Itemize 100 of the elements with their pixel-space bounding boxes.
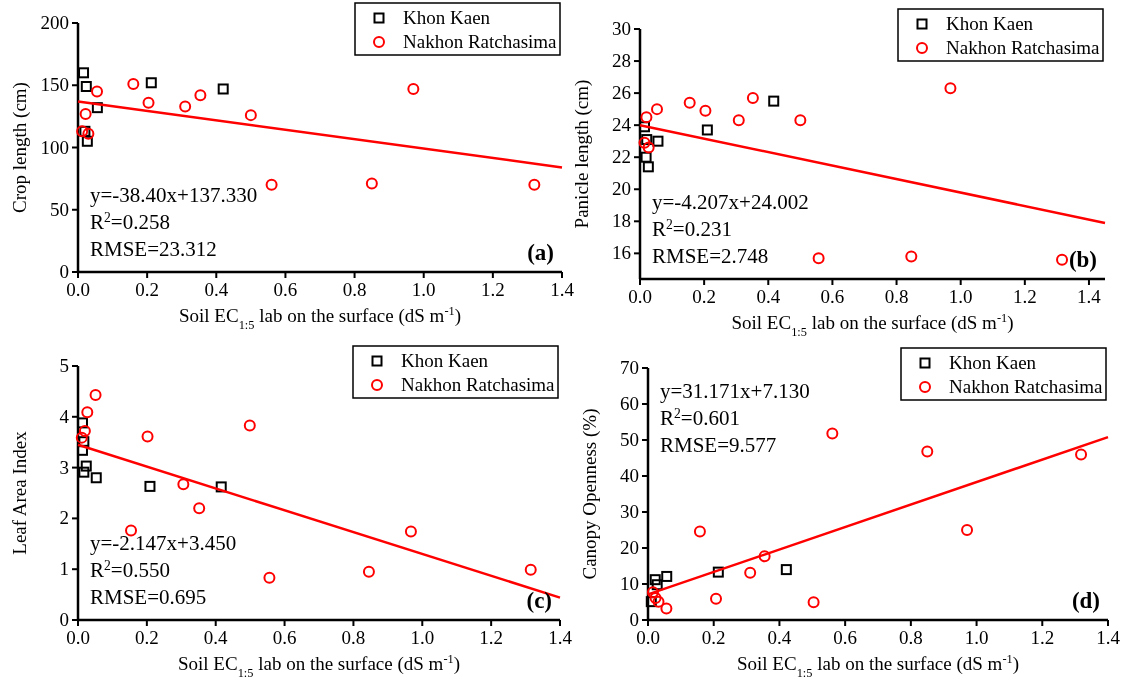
point bbox=[1075, 448, 1088, 461]
y-tick-label: 50 bbox=[620, 429, 639, 450]
point bbox=[243, 419, 256, 432]
y-tick-label: 70 bbox=[620, 357, 639, 378]
point bbox=[645, 596, 657, 608]
annotation: (b) bbox=[1068, 247, 1097, 272]
y-tick-label: 22 bbox=[612, 146, 631, 168]
point bbox=[944, 82, 957, 95]
point bbox=[91, 102, 103, 114]
point bbox=[82, 127, 95, 140]
point bbox=[91, 85, 104, 98]
point bbox=[652, 135, 664, 147]
y-tick-label: 20 bbox=[620, 537, 639, 558]
point bbox=[145, 77, 157, 89]
point bbox=[78, 67, 90, 79]
point bbox=[263, 571, 276, 584]
legend-label: Nakhon Ratchasima bbox=[403, 31, 558, 52]
point bbox=[794, 114, 807, 127]
point bbox=[76, 444, 88, 456]
point bbox=[75, 431, 88, 444]
y-tick-label: 18 bbox=[612, 210, 631, 232]
y-tick-label: 40 bbox=[620, 465, 639, 486]
point bbox=[80, 460, 92, 472]
point bbox=[699, 104, 712, 117]
point bbox=[78, 436, 90, 448]
y-axis-title: Crop length (cm) bbox=[9, 82, 31, 213]
point bbox=[81, 135, 93, 147]
x-tick-label: 1.0 bbox=[410, 627, 435, 648]
x-tick-label: 0.4 bbox=[203, 627, 229, 648]
x-tick-label: 0.2 bbox=[692, 286, 717, 307]
y-tick-label: 60 bbox=[620, 393, 639, 414]
annotation: (c) bbox=[526, 588, 552, 613]
point bbox=[265, 178, 278, 191]
y-tick-label: 100 bbox=[40, 136, 69, 158]
x-tick-label: 0.0 bbox=[636, 627, 660, 648]
point bbox=[780, 564, 792, 576]
y-tick-label: 10 bbox=[620, 573, 639, 594]
point bbox=[89, 388, 102, 401]
y-axis-title: Panicle length (cm) bbox=[571, 79, 593, 229]
y-tick-label: 50 bbox=[50, 198, 69, 220]
x-tick-label: 0.4 bbox=[756, 286, 781, 307]
y-tick-label: 150 bbox=[40, 74, 69, 96]
annotation: RMSE=2.748 bbox=[652, 244, 769, 268]
point bbox=[217, 83, 229, 95]
x-tick-label: 0.4 bbox=[204, 279, 229, 300]
x-tick-label: 1.4 bbox=[548, 627, 573, 648]
point bbox=[81, 406, 94, 419]
point bbox=[407, 82, 420, 95]
x-tick-label: 0.8 bbox=[898, 627, 923, 648]
point bbox=[215, 481, 227, 493]
y-axis-title: Leaf Area Index bbox=[9, 430, 30, 555]
y-tick-label: 200 bbox=[40, 12, 69, 33]
annotation: y=-4.207x+24.002 bbox=[652, 190, 809, 214]
y-tick-label: 0 bbox=[629, 609, 639, 630]
legend-label: Khon Kaen bbox=[403, 7, 491, 28]
point bbox=[732, 114, 745, 127]
legend-label: Khon Kaen bbox=[949, 352, 1037, 373]
point bbox=[905, 250, 918, 263]
point bbox=[1056, 253, 1069, 266]
point bbox=[528, 178, 541, 191]
annotation: y=-38.40x+137.330 bbox=[90, 183, 258, 207]
legend-label: Nakhon Ratchasima bbox=[946, 37, 1101, 58]
y-tick-label: 0 bbox=[59, 261, 69, 282]
point bbox=[177, 478, 190, 491]
point bbox=[693, 525, 706, 538]
y-tick-label: 3 bbox=[59, 456, 69, 478]
point bbox=[758, 550, 771, 563]
annotation: R$^{2}$=0.231 bbox=[652, 216, 732, 241]
legend-label: Khon Kaen bbox=[946, 13, 1034, 34]
point bbox=[701, 124, 713, 136]
point bbox=[524, 563, 537, 576]
point bbox=[651, 579, 663, 591]
y-tick-label: 20 bbox=[612, 178, 631, 200]
y-tick-label: 1 bbox=[59, 558, 69, 580]
point bbox=[651, 103, 663, 116]
x-tick-label: 1.2 bbox=[1030, 627, 1055, 648]
point bbox=[125, 524, 138, 537]
point bbox=[142, 96, 155, 109]
x-tick-label: 0.2 bbox=[135, 279, 160, 300]
x-tick-label: 0.6 bbox=[833, 627, 858, 648]
y-tick-label: 2 bbox=[59, 507, 69, 529]
x-tick-label: 1.4 bbox=[1077, 286, 1102, 307]
point bbox=[362, 565, 375, 578]
point bbox=[660, 602, 673, 615]
x-tick-label: 1.0 bbox=[411, 279, 436, 300]
annotation: RMSE=9.577 bbox=[660, 433, 777, 457]
y-tick-label: 30 bbox=[620, 501, 639, 522]
annotation: R$^{2}$=0.550 bbox=[90, 557, 170, 582]
legend-label: Nakhon Ratchasima bbox=[401, 374, 556, 395]
point bbox=[78, 425, 91, 438]
annotation: RMSE=0.695 bbox=[90, 585, 207, 609]
x-tick-label: 0.6 bbox=[820, 286, 845, 307]
x-tick-label: 0.8 bbox=[884, 286, 909, 307]
x-tick-label: 0.0 bbox=[628, 286, 652, 307]
x-tick-label: 0.6 bbox=[272, 627, 297, 648]
point bbox=[807, 596, 820, 609]
point bbox=[661, 570, 673, 582]
annotation: RMSE=23.312 bbox=[90, 237, 217, 261]
point bbox=[80, 81, 92, 92]
x-axis-title: Soil EC$_{1:5}$ lab on the surface (dS m$^{-1}$) bbox=[178, 304, 462, 332]
